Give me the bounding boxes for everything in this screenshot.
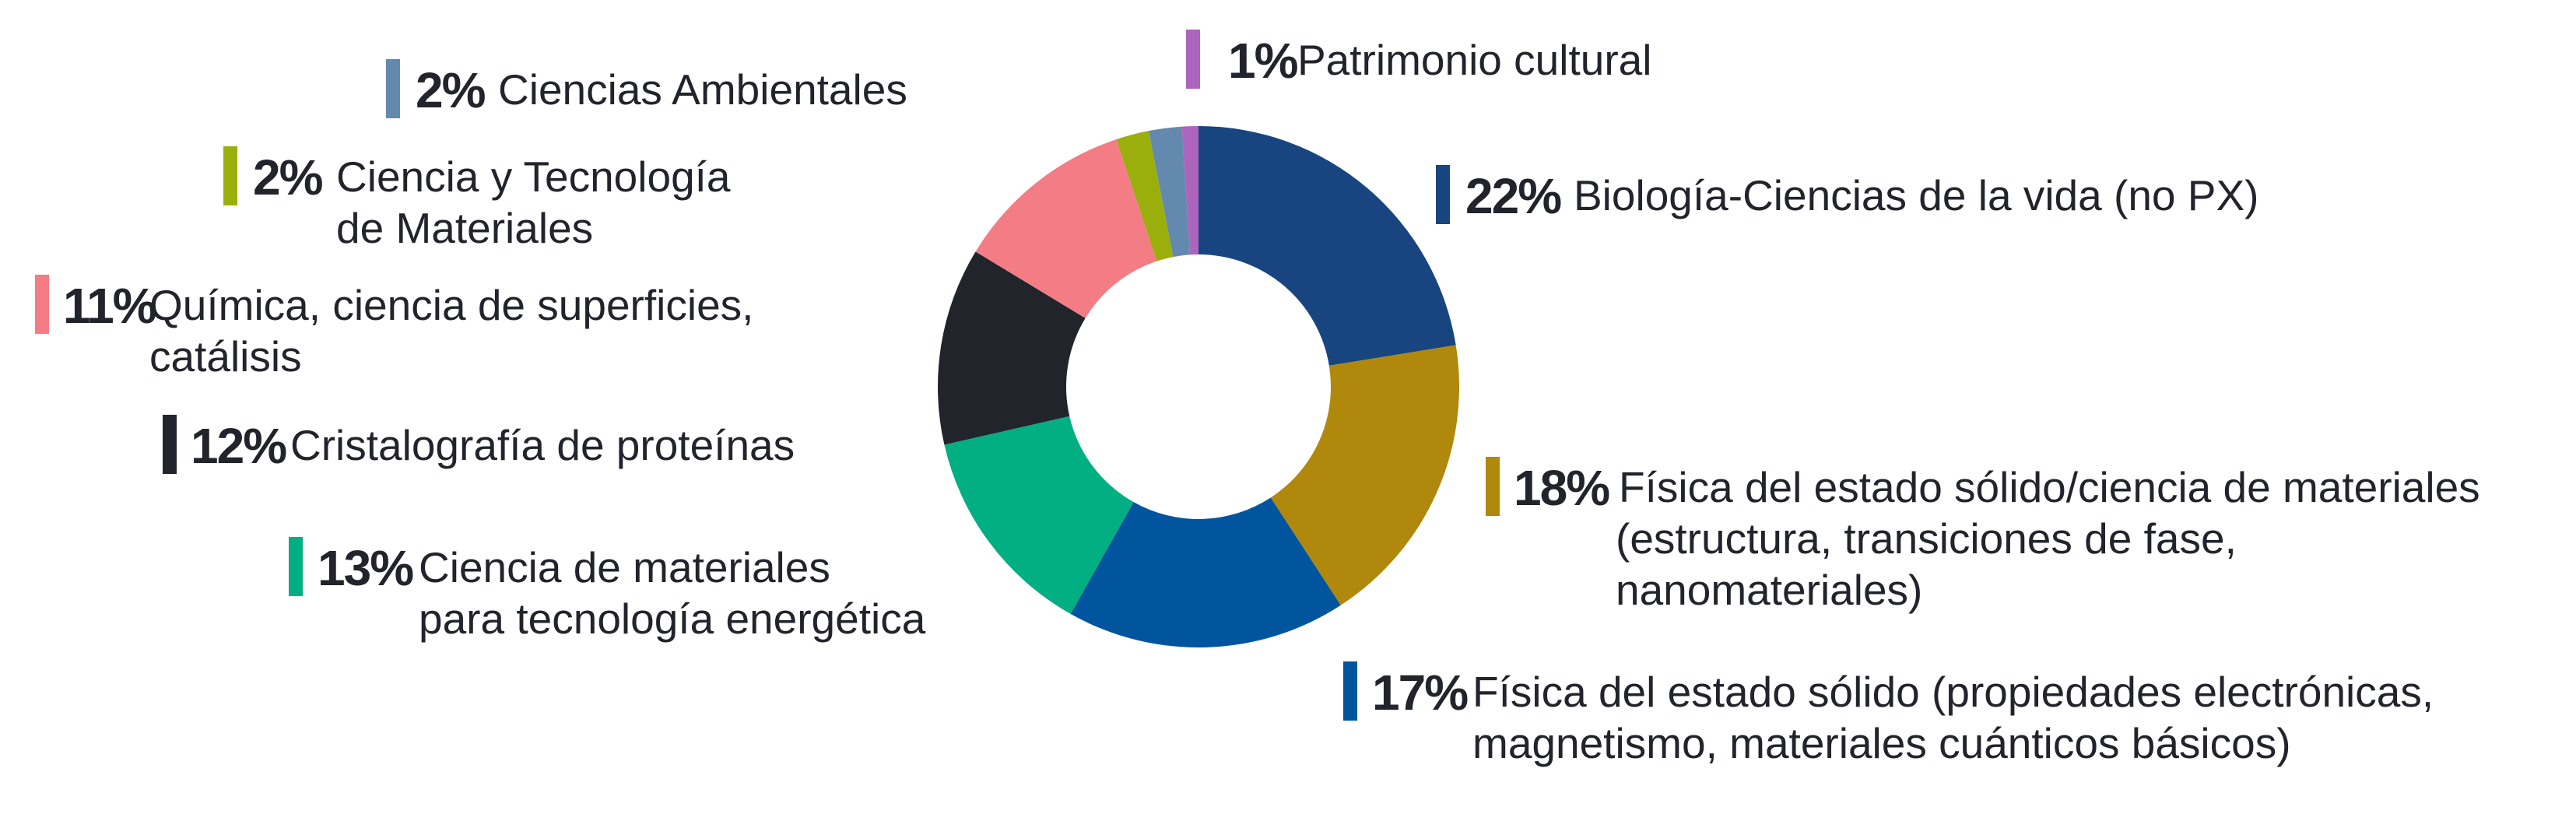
legend-color-bar — [1186, 30, 1200, 89]
category-label-line: nanomateriales) — [1616, 566, 1923, 614]
legend-color-bar — [1486, 457, 1500, 516]
donut-segment-energia — [944, 416, 1134, 614]
percentage-value: 1% — [1228, 33, 1298, 89]
donut-segment-cyt-materiales — [1116, 131, 1174, 261]
legend-color-bar — [1436, 165, 1450, 224]
category-label-line: catálisis — [149, 332, 302, 381]
donut-segment-ambientales — [1148, 126, 1191, 258]
category-label-line: Ciencia y Tecnología — [336, 153, 731, 201]
category-label-line: Ciencia de materiales — [419, 543, 830, 591]
percentage-value: 12% — [191, 418, 287, 474]
category-label-line: Ciencias Ambientales — [498, 65, 907, 114]
legend-color-bar — [289, 537, 303, 596]
legend-color-bar — [1343, 661, 1357, 721]
category-label-line: (estructura, transiciones de fase, — [1616, 514, 2237, 563]
category-label-line: Física del estado sólido (propiedades el… — [1472, 668, 2434, 716]
legend-color-bar — [35, 275, 49, 334]
percentage-value: 13% — [318, 540, 414, 596]
donut-segment-cristalografia — [938, 251, 1086, 445]
donut-segment-patrimonio — [1181, 126, 1199, 255]
donut-segment-biologia — [1199, 126, 1456, 366]
donut-segment-fisica-materiales — [1270, 345, 1459, 605]
legend-color-bar — [386, 59, 400, 118]
category-label-line: Patrimonio cultural — [1297, 36, 1652, 84]
category-label-line: magnetismo, materiales cuánticos básicos… — [1472, 719, 2291, 767]
donut-segment-quimica — [975, 139, 1157, 318]
donut-segment-fisica-electronicas — [1070, 497, 1341, 647]
category-label-line: Física del estado sólido/ciencia de mate… — [1619, 463, 2480, 511]
percentage-value: 22% — [1465, 168, 1562, 224]
category-label-line: Biología-Ciencias de la vida (no PX) — [1574, 171, 2259, 219]
category-label-line: para tecnología energética — [419, 595, 926, 643]
legend-color-bar — [223, 146, 237, 205]
percentage-value: 18% — [1514, 460, 1610, 516]
percentage-value: 17% — [1372, 665, 1469, 721]
legend-color-bar — [163, 415, 177, 474]
category-label-line: de Materiales — [336, 204, 594, 252]
category-label-line: Química, ciencia de superficies, — [149, 281, 754, 329]
percentage-value: 2% — [253, 149, 323, 205]
category-label-line: Cristalografía de proteínas — [290, 421, 795, 469]
percentage-value: 11% — [63, 278, 157, 334]
percentage-value: 2% — [416, 62, 486, 118]
